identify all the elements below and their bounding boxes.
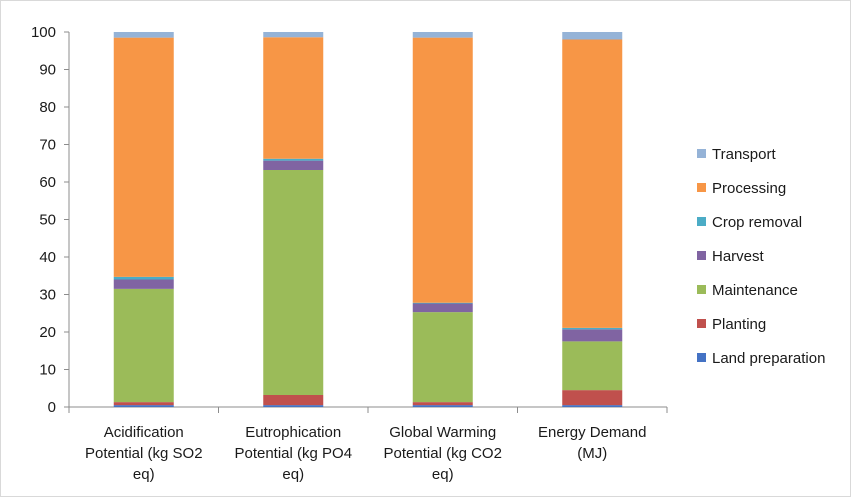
bar-segment-transport — [263, 32, 324, 38]
bar-segment-transport — [113, 32, 174, 38]
legend-label: Processing — [712, 180, 786, 197]
category-label-line: Potential (kg PO4 — [234, 445, 352, 462]
y-tick-label: 80 — [39, 99, 56, 116]
x-axis: Acidification Potential (kg SO2 eq)Eutroph… — [68, 406, 668, 483]
y-tick-label: 40 — [39, 249, 56, 266]
y-tick-label: 70 — [39, 137, 56, 154]
bar-segment-harvest — [412, 303, 473, 313]
category-label-line: Energy Demand — [538, 424, 646, 441]
legend-item: Transport — [697, 146, 776, 163]
legend-label: Crop removal — [712, 214, 802, 231]
category-label-line: Global Warming — [389, 424, 496, 441]
bar-segment-maintenance — [263, 170, 324, 395]
bar-segment-harvest — [113, 279, 174, 289]
legend-item: Maintenance — [697, 282, 798, 299]
legend-swatch — [697, 251, 706, 260]
y-tick-label: 50 — [39, 212, 56, 229]
bar-segment-crop-removal — [412, 302, 473, 304]
bar-segment-processing — [562, 39, 623, 328]
y-tick-label: 20 — [39, 324, 56, 341]
y-axis: 0 10 20 30 40 50 60 70 80 90 100 — [31, 24, 70, 416]
bar-segment-land-preparation — [562, 405, 623, 407]
bar-segment-transport — [412, 32, 473, 38]
bar-segment-processing — [113, 37, 174, 277]
y-tick-label: 10 — [39, 362, 56, 379]
legend-swatch — [697, 319, 706, 328]
bar-segment-planting — [412, 402, 473, 406]
legend: Transport Processing Crop removal Harvest Ma… — [697, 146, 825, 367]
y-tick-label: 60 — [39, 174, 56, 191]
legend-item: Land preparation — [697, 350, 825, 367]
legend-swatch — [697, 353, 706, 362]
y-tick-label: 0 — [48, 399, 56, 416]
legend-label: Transport — [712, 146, 776, 163]
category-label-line: Eutrophication — [245, 424, 341, 441]
legend-item: Planting — [697, 316, 766, 333]
legend-swatch — [697, 217, 706, 226]
bar-segment-crop-removal — [263, 158, 324, 161]
category-label-line: eq) — [133, 466, 155, 483]
bar-segment-planting — [113, 402, 174, 406]
y-tick-label: 100 — [31, 24, 56, 41]
legend-swatch — [697, 183, 706, 192]
legend-item: Harvest — [697, 248, 765, 265]
category-label-line: Acidification — [104, 424, 184, 441]
bar-segment-harvest — [562, 329, 623, 342]
bar-segment-processing — [412, 37, 473, 303]
bar-segment-maintenance — [412, 312, 473, 403]
category-label-line: eq) — [432, 466, 454, 483]
bar-segment-harvest — [263, 160, 324, 170]
y-tick-label: 90 — [39, 62, 56, 79]
category-label-line: (MJ) — [577, 445, 607, 462]
bar-segment-planting — [263, 395, 324, 406]
legend-label: Planting — [712, 316, 766, 333]
bar-segment-crop-removal — [562, 327, 623, 330]
bars — [113, 32, 623, 407]
legend-label: Land preparation — [712, 350, 825, 367]
bar-segment-planting — [562, 390, 623, 406]
legend-label: Harvest — [712, 248, 765, 265]
y-tick-label: 30 — [39, 287, 56, 304]
bar-segment-land-preparation — [263, 405, 324, 407]
category-label-line: eq) — [282, 466, 304, 483]
bar-segment-land-preparation — [412, 405, 473, 407]
category-label: Energy Demand (MJ) — [538, 424, 646, 462]
legend-swatch — [697, 285, 706, 294]
category-label-line: Potential (kg SO2 — [85, 445, 203, 462]
category-label: Global Warming Potential (kg CO2 eq) — [384, 424, 502, 483]
bar-segment-maintenance — [113, 288, 174, 403]
bar-segment-processing — [263, 37, 324, 159]
legend-item: Crop removal — [697, 214, 802, 231]
category-label: Acidification Potential (kg SO2 eq) — [85, 424, 203, 483]
bar-segment-maintenance — [562, 341, 623, 391]
category-label-line: Potential (kg CO2 — [384, 445, 502, 462]
legend-item: Processing — [697, 180, 786, 197]
bar-segment-land-preparation — [113, 405, 174, 407]
category-label: Eutrophication Potential (kg PO4 eq) — [234, 424, 352, 483]
bar-segment-transport — [562, 32, 623, 40]
legend-label: Maintenance — [712, 282, 798, 299]
bar-segment-crop-removal — [113, 276, 174, 280]
legend-swatch — [697, 149, 706, 158]
